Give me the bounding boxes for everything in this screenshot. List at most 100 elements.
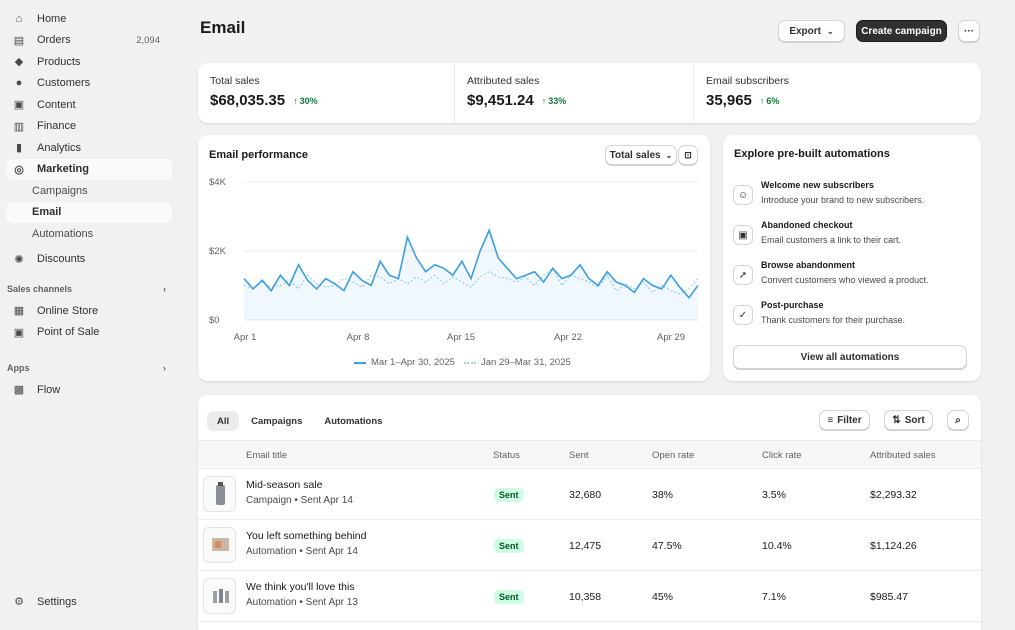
metric-total-sales[interactable]: Total sales $68,035.35 ↑ 30% xyxy=(198,63,454,123)
search-icon: ⌕ xyxy=(955,414,961,426)
col-attributed-sales[interactable]: Attributed sales xyxy=(870,450,936,461)
sort-button[interactable]: ⇅ Sort xyxy=(884,410,933,430)
tag-icon: ◆ xyxy=(14,56,24,69)
sidebar-subitem-email[interactable]: Email xyxy=(6,201,172,223)
metric-value-wrap: $68,035.35 ↑ 30% xyxy=(210,92,442,109)
automations-card: Explore pre-built automations ☺ Welcome n… xyxy=(723,135,981,381)
performance-title: Email performance xyxy=(209,149,309,161)
sidebar-item-online-store[interactable]: ▦ Online Store xyxy=(6,300,172,322)
open-rate: 47.5% xyxy=(652,540,682,552)
sidebar-item-point-of-sale[interactable]: ▣ Point of Sale xyxy=(6,322,172,344)
col-status[interactable]: Status xyxy=(493,450,520,461)
bar-chart-icon: ▮ xyxy=(15,142,23,155)
home-icon: ⌂ xyxy=(15,12,23,25)
filter-button[interactable]: ≡ Filter xyxy=(819,410,870,430)
legend-item-current: Mar 1–Apr 30, 2025 xyxy=(354,357,455,368)
sidebar-item-finance[interactable]: ▥ Finance xyxy=(6,116,172,138)
person-add-icon: ☺ xyxy=(733,185,753,205)
sidebar-subitem-automations[interactable]: Automations xyxy=(32,227,94,240)
page-title: Email xyxy=(200,18,246,37)
view-all-automations-button[interactable]: View all automations xyxy=(733,345,967,369)
more-horizontal-icon: ··· xyxy=(964,25,974,37)
legend-item-previous: Jan 29–Mar 31, 2025 xyxy=(464,357,571,368)
attributed-sales: $985.47 xyxy=(870,591,908,603)
table-row[interactable]: We think you'll love this Automation • S… xyxy=(198,571,981,622)
sales-channels-header[interactable]: Sales channels › xyxy=(6,278,172,300)
apps-label: Apps xyxy=(7,363,30,373)
performance-chart: $4K $2K $0 Apr 1 Apr 8 Apr 15 Apr 22 Apr 29 xyxy=(209,177,699,343)
search-button[interactable]: ⌕ xyxy=(947,410,969,430)
sidebar-item-content[interactable]: ▣ Content xyxy=(6,94,172,116)
chevron-right-icon: › xyxy=(163,363,166,373)
tab-campaigns[interactable]: Campaigns xyxy=(251,415,303,427)
email-title: You left something behind xyxy=(246,530,367,542)
automation-browse-abandonment[interactable]: ➚ Browse abandonment Convert customers who… xyxy=(733,260,968,300)
orders-icon: ▤ xyxy=(13,34,25,47)
tab-all[interactable]: All xyxy=(207,411,240,431)
sent-count: 10,358 xyxy=(569,591,602,603)
page-header: Email Export ⌄ Create campaign ··· xyxy=(198,14,981,44)
chart-options-button[interactable]: ⊡ xyxy=(678,145,698,165)
email-subtitle: Campaign • Sent Apr 14 xyxy=(246,495,353,506)
table-row[interactable]: You left something behind Automation • S… xyxy=(198,520,981,571)
metric-attributed-sales[interactable]: Attributed sales $9,451.24 ↑ 33% xyxy=(455,63,693,123)
arrow-up-icon: ↑ xyxy=(293,95,298,106)
export-button[interactable]: Export ⌄ xyxy=(778,20,845,42)
chevron-right-icon: › xyxy=(163,284,166,294)
sidebar-item-flow[interactable]: ▩ Flow xyxy=(6,379,172,401)
arrow-up-icon: ↑ xyxy=(759,95,765,106)
legend-label: Jan 29–Mar 31, 2025 xyxy=(481,357,571,368)
table-header: Email title Status Sent Open rate Click … xyxy=(198,440,981,469)
apps-header[interactable]: Apps › xyxy=(6,357,172,379)
flow-icon: ▩ xyxy=(13,384,25,397)
y-tick-label: $2K xyxy=(209,246,227,257)
x-tick-label: Apr 22 xyxy=(554,332,582,343)
sidebar-item-home[interactable]: ⌂ Home xyxy=(6,8,172,30)
filter-label: Filter xyxy=(837,414,862,426)
sidebar-subitem-campaigns[interactable]: Campaigns xyxy=(32,184,88,197)
sidebar-item-marketing[interactable]: ◎ Marketing xyxy=(6,158,172,180)
sidebar-item-label: Marketing xyxy=(37,163,89,176)
sidebar-item-products[interactable]: ◆ Products xyxy=(6,51,172,73)
status-badge: Sent xyxy=(494,590,524,604)
x-tick-label: Apr 15 xyxy=(447,332,475,343)
automation-title: Abandoned checkout xyxy=(761,220,853,230)
sidebar-item-label: Flow xyxy=(37,383,61,396)
sidebar-item-settings[interactable]: ⚙ Settings xyxy=(6,591,172,613)
metric-label: Total sales xyxy=(210,75,260,87)
metric-change: ↑ 6% xyxy=(760,96,782,106)
sidebar-item-customers[interactable]: ● Customers xyxy=(6,73,172,95)
metric-change-value: 30% xyxy=(299,95,318,106)
automation-desc: Convert customers who viewed a product. xyxy=(761,275,929,285)
bank-icon: ▥ xyxy=(13,120,25,133)
automation-title: Browse abandonment xyxy=(761,260,856,270)
open-rate: 38% xyxy=(652,489,674,501)
col-sent[interactable]: Sent xyxy=(569,450,589,461)
store-icon: ▦ xyxy=(13,305,25,318)
sidebar: ⌂ Home ▤ Orders 2,094 ◆ Products ● Customers … xyxy=(0,0,178,630)
more-actions-button[interactable]: ··· xyxy=(958,20,980,42)
metric-value: 35,965 xyxy=(706,92,752,109)
col-click-rate[interactable]: Click rate xyxy=(762,450,802,461)
email-title: Mid-season sale xyxy=(246,479,323,491)
attributed-sales: $2,293.32 xyxy=(870,489,917,501)
automation-welcome[interactable]: ☺ Welcome new subscribers Introduce your b… xyxy=(733,180,968,220)
tab-automations[interactable]: Automations xyxy=(324,415,383,427)
y-tick-label: $0 xyxy=(209,315,220,326)
chart-settings-icon: ⊡ xyxy=(684,149,692,160)
metric-email-subscribers[interactable]: Email subscribers 35,965 ↑ 6% xyxy=(694,63,981,123)
metric-selector-dropdown[interactable]: Total sales ⌄ xyxy=(605,145,677,165)
email-thumbnail xyxy=(203,578,236,614)
automation-post-purchase[interactable]: ✓ Post-purchase Thank customers for their … xyxy=(733,300,968,340)
sidebar-item-analytics[interactable]: ▮ Analytics xyxy=(6,137,172,159)
col-email-title[interactable]: Email title xyxy=(246,450,288,461)
automation-abandoned-checkout[interactable]: ▣ Abandoned checkout Email customers a lin… xyxy=(733,220,968,260)
sidebar-item-label: Settings xyxy=(37,595,77,608)
table-row[interactable]: Mid-season sale Campaign • Sent Apr 14 S… xyxy=(198,469,981,520)
create-campaign-button[interactable]: Create campaign xyxy=(856,20,947,42)
sidebar-item-label: Online Store xyxy=(37,304,99,317)
metric-change-value: 33% xyxy=(548,95,567,106)
col-open-rate[interactable]: Open rate xyxy=(652,450,695,461)
sidebar-item-orders[interactable]: ▤ Orders 2,094 xyxy=(6,30,172,52)
sidebar-item-discounts[interactable]: ✺ Discounts xyxy=(6,249,172,271)
